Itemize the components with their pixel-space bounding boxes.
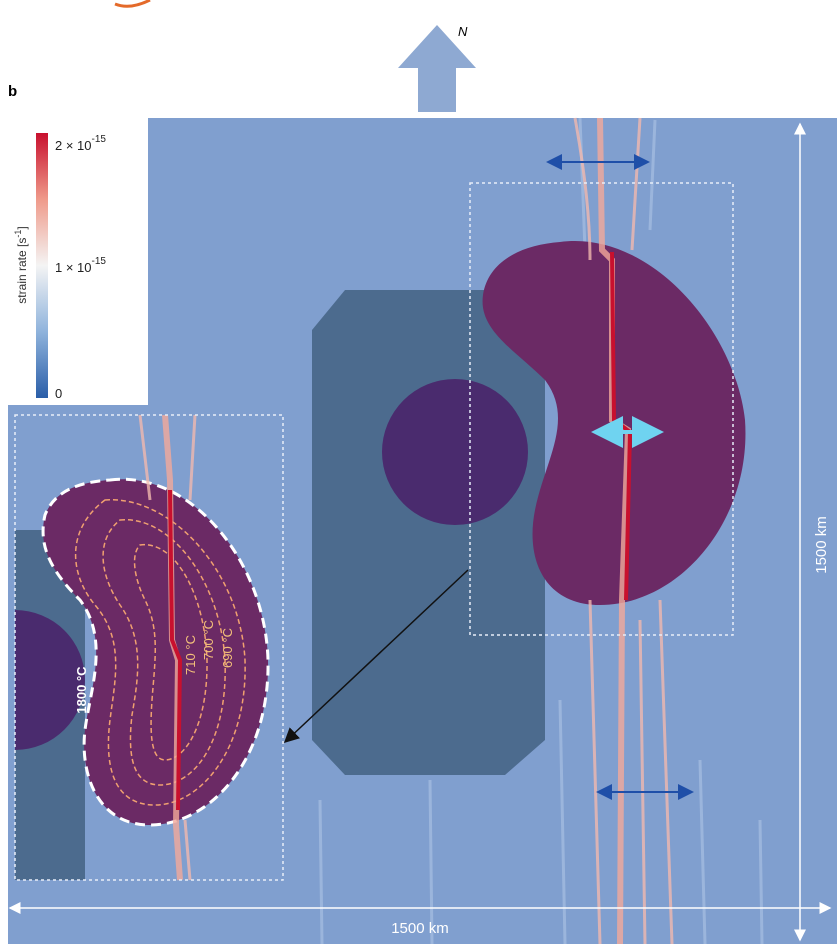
top-fragment [115, 0, 150, 6]
tick-base: 2 × 10 [55, 138, 92, 153]
tick-base: 1 × 10 [55, 260, 92, 275]
contour-label: 1800 °C [74, 666, 89, 714]
contour-text: 710 °C [183, 635, 198, 675]
scale-label: 1500 km [813, 516, 830, 574]
tick-exp: -15 [92, 256, 107, 267]
contour-label: 700 °C [201, 620, 216, 660]
contour-text: 1800 °C [74, 666, 89, 714]
scale-label: 1500 km [391, 920, 449, 937]
tick-exp: -15 [92, 134, 107, 145]
colorbar-tick: 1 × 10-15 [55, 256, 106, 275]
panel-label: b [8, 83, 17, 100]
craton-block [312, 290, 545, 775]
plume-circle [382, 379, 528, 525]
north-text: N [458, 24, 468, 39]
contour-text: 690 °C [220, 628, 235, 668]
inset: 1800 °C 710 °C 700 °C 690 °C [15, 415, 283, 880]
colorbar-tick: 0 [55, 386, 62, 401]
contour-label: 710 °C [183, 635, 198, 675]
colorbar-title-text: strain rate [s [15, 238, 29, 304]
colorbar [36, 133, 48, 398]
colorbar-title-sup: -1 [13, 230, 23, 238]
panel-text: b [8, 83, 17, 100]
colorbar-title: strain rate [s-1] [13, 226, 29, 303]
north-label: N [458, 24, 468, 39]
figure: N b strain rate [s-1] 2 × 10-15 1 × 10-1… [0, 0, 837, 944]
colorbar-tick: 2 × 10-15 [55, 134, 106, 153]
contour-text: 700 °C [201, 620, 216, 660]
scale-text: 1500 km [813, 516, 830, 574]
colorbar-title-end: ] [15, 226, 29, 229]
contour-label: 690 °C [220, 628, 235, 668]
tick-base: 0 [55, 386, 62, 401]
scale-text: 1500 km [391, 920, 449, 937]
